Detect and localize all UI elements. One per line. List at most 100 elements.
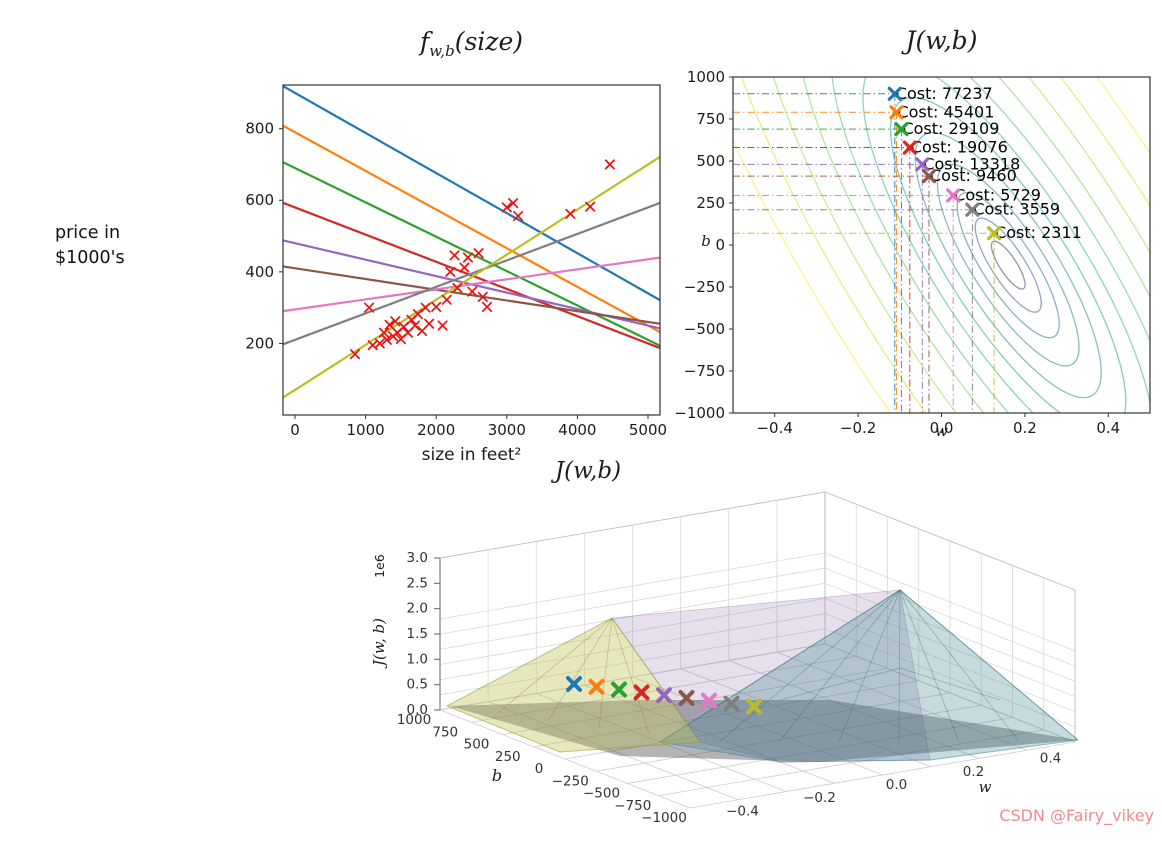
surface-mesh — [611, 617, 650, 735]
floor-grid-line — [658, 729, 1044, 797]
data-point-marker — [477, 291, 488, 302]
descent-point-marker — [701, 692, 717, 709]
contour-line — [733, 77, 1150, 413]
model-line — [283, 201, 660, 350]
descent-point-marker — [678, 690, 695, 706]
wall-grid — [824, 567, 1076, 667]
data-point-marker — [381, 334, 392, 345]
data-point-marker — [420, 302, 431, 313]
contour-line — [936, 163, 1080, 367]
cost-annotation: Cost: 3559 — [973, 200, 1060, 219]
wall-grid — [439, 598, 826, 665]
x-tick-label: 2000 — [417, 421, 455, 439]
param-point-marker — [965, 202, 980, 217]
model-line — [283, 201, 660, 346]
x-tick-label: 4000 — [558, 421, 596, 439]
contour-line — [889, 97, 1127, 413]
descent-point-marker — [566, 676, 582, 692]
surface-mesh — [719, 589, 901, 743]
z-offset-label: 1e6 — [372, 554, 387, 578]
guide-line — [733, 232, 995, 413]
y-tick-label: 0 — [715, 236, 725, 254]
param-point-marker — [887, 86, 902, 101]
w-tick-label: −0.2 — [803, 790, 836, 806]
contour-line — [974, 217, 1042, 313]
data-point-marker — [452, 282, 463, 293]
data-point-marker — [481, 301, 493, 312]
data-point-marker — [585, 201, 596, 212]
floor-grid-line — [596, 704, 982, 772]
surface-mesh — [598, 617, 613, 728]
b-tick-label: −250 — [552, 773, 589, 789]
plot-title: J(w,b) — [551, 458, 621, 484]
data-point-marker — [473, 248, 484, 259]
cost-annotation: Cost: 9460 — [930, 166, 1017, 185]
models-plot-area — [283, 85, 660, 399]
floor-grid-line — [680, 668, 931, 768]
param-point-marker — [915, 157, 930, 172]
z-tick-label: 2.5 — [407, 575, 428, 591]
z-tick-label: 0.0 — [407, 702, 428, 718]
y-axis-caption-line1: price in — [55, 223, 121, 243]
surface-mesh — [898, 589, 901, 741]
data-point-marker — [437, 320, 448, 331]
cost-annotation: Cost: 2311 — [995, 223, 1082, 242]
model-line — [283, 256, 660, 313]
param-point-marker — [921, 169, 937, 184]
wall-grid — [824, 628, 1076, 728]
guide-line — [733, 175, 930, 413]
descent-point-marker — [633, 684, 650, 701]
x-tick-label: 1000 — [347, 421, 385, 439]
b-tick-label: −1000 — [641, 810, 687, 826]
plot-title: J(w,b) — [901, 26, 978, 55]
floor-grid-line — [728, 660, 979, 759]
b-tick-label: −750 — [614, 798, 651, 814]
param-point-marker — [894, 121, 909, 137]
data-point-marker — [390, 316, 401, 327]
x-axis-label: size in feet² — [422, 445, 522, 465]
guide-line — [733, 209, 973, 413]
contour-line — [914, 132, 1102, 399]
floor-grid-line — [776, 651, 1028, 751]
data-point-marker — [409, 320, 421, 331]
surface-mesh — [899, 589, 1019, 741]
y-tick-label: 1000 — [687, 68, 725, 86]
y-tick-label: 400 — [245, 263, 274, 281]
wall-grid — [439, 582, 826, 650]
x-tick-label: −0.4 — [756, 419, 792, 437]
surface-mesh — [497, 617, 613, 714]
x-tick-label: 0.2 — [1013, 419, 1037, 437]
param-point-marker — [986, 226, 1002, 241]
data-point-marker — [431, 301, 442, 312]
descent-point-marker — [611, 681, 627, 698]
x-tick-label: 5000 — [629, 421, 667, 439]
watermark: CSDN @Fairy_vikey — [999, 806, 1154, 825]
surface-mesh — [899, 589, 959, 741]
descent-path-markers — [566, 676, 762, 715]
y-tick-label: 200 — [245, 334, 274, 352]
data-point-marker — [441, 294, 452, 305]
descent-point-marker — [723, 695, 740, 712]
z-tick-label: 1.5 — [407, 626, 428, 642]
z-tick-label: 0.5 — [407, 677, 428, 693]
y-tick-label: 800 — [245, 120, 274, 138]
data-point-marker — [565, 208, 576, 219]
model-line — [283, 124, 660, 334]
param-point-marker — [889, 105, 904, 120]
cost-annotation: Cost: 77237 — [896, 84, 993, 103]
y-axis-label: b — [701, 232, 711, 250]
data-point-marker — [364, 302, 375, 313]
data-point-marker — [384, 319, 395, 330]
surface-peak-teal — [658, 589, 1080, 763]
z-tick-label: 3.0 — [407, 550, 428, 566]
contour-line — [830, 77, 1150, 413]
b-axis-label: b — [492, 766, 502, 785]
b-tick-label: 750 — [432, 724, 458, 740]
wall-grid — [824, 613, 1076, 713]
surface-plot: 3.02.52.01.51.00.50.010007505002500−250−… — [370, 458, 1080, 826]
b-tick-label: 1000 — [397, 712, 431, 728]
data-point-marker — [449, 250, 460, 261]
